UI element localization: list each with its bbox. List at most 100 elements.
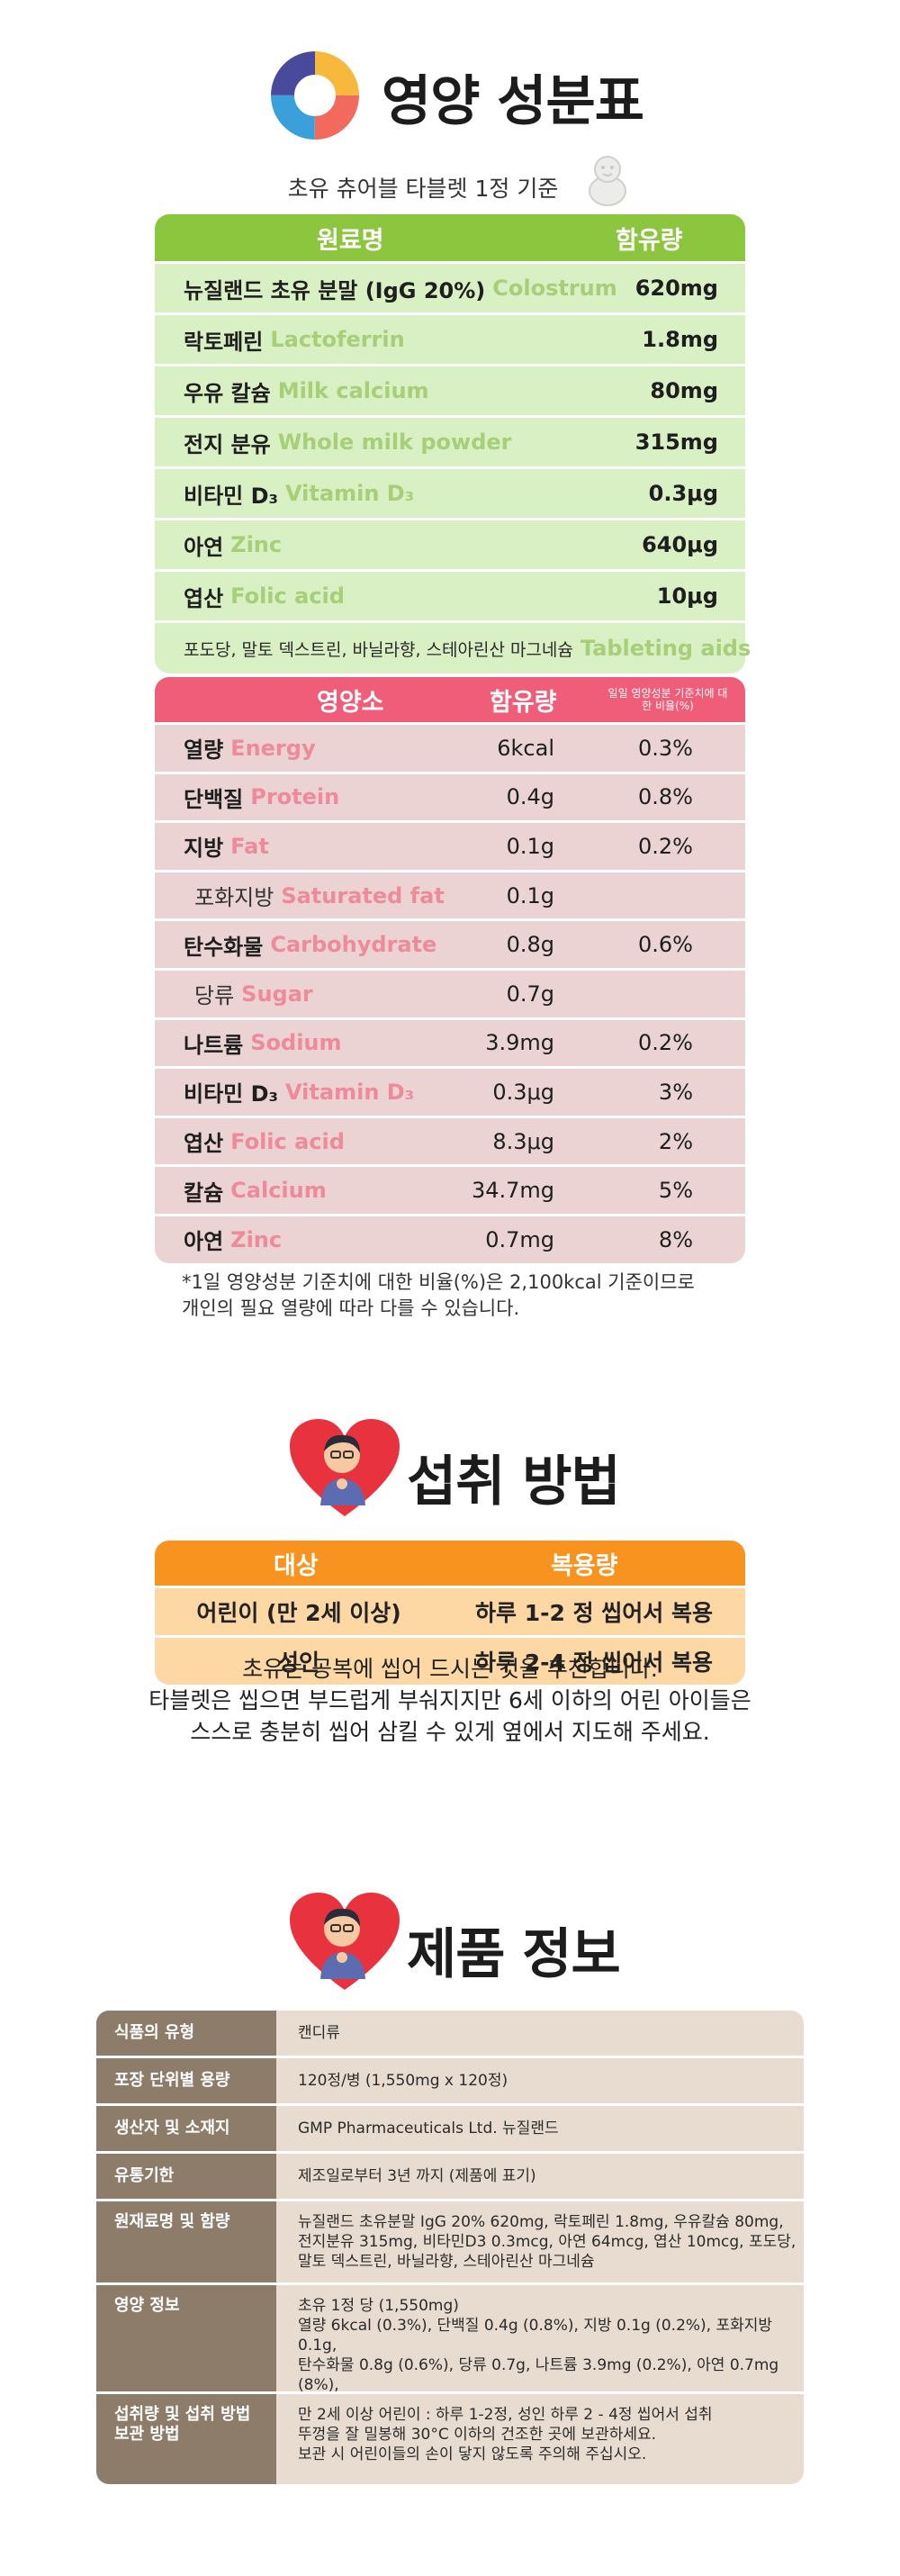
product-info-label: 유통기한 (96, 2154, 276, 2199)
product-info-label: 영양 정보 (96, 2285, 276, 2391)
product-info-content: 제조일로부터 3년 까지 (제품에 표기) (276, 2154, 804, 2199)
nutrient-row: 칼슘 Calcium 34.7mg 5% (155, 1164, 745, 1214)
donut-segment (271, 51, 359, 140)
nutrient-amount: 0.7mg (485, 1226, 554, 1252)
nutrient-amount: 0.3μg (492, 1079, 554, 1105)
ingredient-name-en: Zinc (230, 532, 283, 557)
nutrient-name-en: Calcium (230, 1178, 327, 1204)
product-info-label-line: 원재료명 및 함량 (114, 2212, 230, 2231)
tablet-icon (589, 156, 626, 206)
product-info-row: 생산자 및 소재지 GMP Pharmaceuticals Ltd. 뉴질랜드 (96, 2103, 804, 2151)
product-info-content-line: 뉴질랜드 초유분말 IgG 20% 620mg, 락토페린 1.8mg, 우유칼… (298, 2213, 784, 2231)
nutrient-row: 포화지방 Saturated fat 0.1g (155, 869, 745, 919)
ingredient-row: 뉴질랜드 초유 분말 (IgG 20%) Colostrum 620mg (155, 261, 745, 312)
nutrient-amount: 8.3μg (492, 1128, 554, 1154)
nutrient-amount: 6kcal (497, 735, 554, 761)
nutrient-name-cell: 비타민 D₃ Vitamin D₃ (184, 1069, 414, 1116)
nutrient-name-kr: 탄수화물 (184, 934, 264, 960)
nutrient-name-en: Protein (250, 784, 340, 810)
intake-row: 성인 하루 2-4 정 씹어서 복용 (155, 1635, 745, 1685)
nutrients-header: 영양소 함유량 일일 영양성분 기준치에 대한 비율(%) (155, 677, 745, 722)
product-info-label-line: 유통기한 (114, 2166, 175, 2185)
nutrient-row: 탄수화물 Carbohydrate 0.8g 0.6% (155, 918, 745, 968)
product-info-content-line: 초유 1정 당 (1,550mg) (298, 2297, 459, 2315)
ingredient-name-cell: 엽산 Folic acid (184, 572, 345, 620)
product-info-row: 포장 단위별 용량 120정/병 (1,550mg x 120정) (96, 2056, 804, 2103)
tableting-aids-kr: 포도당, 말토 덱스트린, 바닐라향, 스테아린산 마그네슘 (184, 639, 573, 660)
intake-row: 어린이 (만 2세 이상) 하루 1-2 정 씹어서 복용 (155, 1586, 745, 1635)
intake-target: 어린이 (만 2세 이상) (196, 1600, 401, 1626)
nutrient-daily-ratio: 3% (658, 1079, 693, 1105)
ingredient-name-en: Vitamin D₃ (285, 481, 415, 506)
nutrient-daily-ratio: 0.3% (638, 735, 693, 761)
product-info-content-line: 탄수화물 0.8g (0.6%), 당류 0.7g, 나트륨 3.9mg (0.… (298, 2356, 779, 2394)
product-info-label-line: 보관 방법 (114, 2425, 180, 2444)
nutrient-daily-ratio: 0.2% (638, 833, 693, 859)
ingredient-name-en: Colostrum (492, 276, 617, 301)
ingredient-amount: 0.3μg (648, 481, 718, 506)
ingredient-name-cell: 비타민 D₃ Vitamin D₃ (184, 469, 414, 518)
nutrient-amount: 34.7mg (471, 1178, 554, 1204)
ingredient-row: 엽산 Folic acid 10μg (155, 569, 745, 620)
heart-character-icon (290, 1419, 400, 1516)
intake-advice-line: 초유는 공복에 씹어 드시는 것을 추천합니다. (242, 1656, 658, 1682)
product-info-content: GMP Pharmaceuticals Ltd. 뉴질랜드 (276, 2106, 804, 2151)
product-info-content: 120정/병 (1,550mg x 120정) (276, 2058, 804, 2103)
ingredient-row: 우유 칼슘 Milk calcium 80mg (155, 364, 745, 415)
header-target: 대상 (274, 1551, 319, 1580)
header-dose: 복용량 (551, 1551, 618, 1580)
nutrient-daily-ratio: 0.2% (638, 1030, 693, 1056)
nutrients-table: 영양소 함유량 일일 영양성분 기준치에 대한 비율(%) 열량 Energy 6k… (155, 677, 745, 1263)
nutrient-name-en: Carbohydrate (270, 932, 437, 958)
ingredient-amount: 315mg (634, 429, 718, 455)
product-info-label: 포장 단위별 용량 (96, 2058, 276, 2103)
product-info-content-line: 제조일로부터 3년 까지 (제품에 표기) (298, 2167, 536, 2185)
product-info-row: 영양 정보 초유 1정 당 (1,550mg) 열량 6kcal (0.3%), 단… (96, 2282, 804, 2414)
nutrient-name-kr: 아연 (184, 1229, 224, 1255)
intake-target: 성인 (277, 1650, 320, 1676)
header-nutrient-amount: 함유량 (490, 688, 557, 717)
product-info-label: 원재료명 및 함량 (96, 2201, 276, 2282)
header-daily-ratio: 일일 영양성분 기준치에 대한 비율(%) (608, 687, 728, 712)
intake-header: 대상 복용량 (155, 1541, 745, 1586)
product-info-label-line: 생산자 및 소재지 (114, 2119, 230, 2138)
basis-caption: 초유 츄어블 타블렛 1정 기준 (287, 176, 559, 202)
intake-title: 섭취 방법 (407, 1451, 621, 1514)
nutrient-row: 지방 Fat 0.1g 0.2% (155, 820, 745, 870)
note-line-2: 개인의 필요 열량에 따라 다를 수 있습니다. (182, 1297, 520, 1319)
donut-segment (271, 51, 359, 140)
tableting-aids-row: 포도당, 말토 덱스트린, 바닐라향, 스테아린산 마그네슘 Tableting… (155, 620, 751, 673)
product-info-row: 섭취량 및 섭취 방법 보관 방법 만 2세 이상 어린이 : 하루 1-2정, 성… (96, 2391, 804, 2484)
intake-advice-line: 스스로 충분히 씹어 삼킬 수 있게 옆에서 지도해 주세요. (190, 1719, 710, 1745)
product-info-row: 식품의 유형 캔디류 (96, 2011, 804, 2056)
product-info-content-line: GMP Pharmaceuticals Ltd. 뉴질랜드 (298, 2120, 559, 2138)
nutrient-name-kr: 비타민 D₃ (184, 1081, 279, 1107)
nutrient-row: 아연 Zinc 0.7mg 8% (155, 1213, 745, 1263)
nutrient-name-cell: 포화지방 Saturated fat (194, 872, 445, 919)
nutrient-name-cell: 나트륨 Sodium (184, 1020, 342, 1067)
ingredient-name-cell: 우유 칼슘 Milk calcium (184, 366, 429, 415)
ingredient-row: 락토페린 Lactoferrin 1.8mg (155, 312, 745, 364)
product-info-content-line: 캔디류 (298, 2024, 340, 2042)
product-info-row: 원재료명 및 함량 뉴질랜드 초유분말 IgG 20% 620mg, 락토페린 1… (96, 2199, 804, 2282)
nutrient-row: 비타민 D₃ Vitamin D₃ 0.3μg 3% (155, 1066, 745, 1116)
ingredient-name-cell: 아연 Zinc (184, 520, 282, 569)
intake-dose: 하루 2-4 정 씹어서 복용 (475, 1650, 713, 1676)
ingredient-name-cell: 뉴질랜드 초유 분말 (IgG 20%) Colostrum (184, 264, 617, 312)
ingredient-name-kr: 락토페린 (184, 329, 264, 355)
header-amount: 함유량 (616, 226, 683, 255)
ingredient-name-en: Milk calcium (277, 378, 429, 403)
header-nutrient-name: 영양소 (317, 688, 384, 717)
nutrient-name-kr: 단백질 (184, 786, 244, 812)
nutrient-name-en: Folic acid (230, 1128, 345, 1154)
nutrient-row: 당류 Sugar 0.7g (155, 967, 745, 1017)
intake-advice-line: 타블렛은 씹으면 부드럽게 부숴지지만 6세 이하의 어린 아이들은 (148, 1687, 752, 1713)
nutrient-name-kr: 나트륨 (184, 1032, 244, 1058)
ingredient-row: 전지 분유 Whole milk powder 315mg (155, 415, 745, 466)
ingredient-name-en: Lactoferrin (270, 327, 405, 352)
product-info-content-line: 뚜껑을 잘 밀봉해 30°C 이하의 건조한 곳에 보관하세요. (298, 2426, 657, 2444)
header-ingredient-name: 원료명 (317, 226, 384, 255)
product-info-content: 초유 1정 당 (1,550mg) 열량 6kcal (0.3%), 단백질 0.… (276, 2285, 804, 2414)
product-info-row: 유통기한 제조일로부터 3년 까지 (제품에 표기) (96, 2151, 804, 2199)
